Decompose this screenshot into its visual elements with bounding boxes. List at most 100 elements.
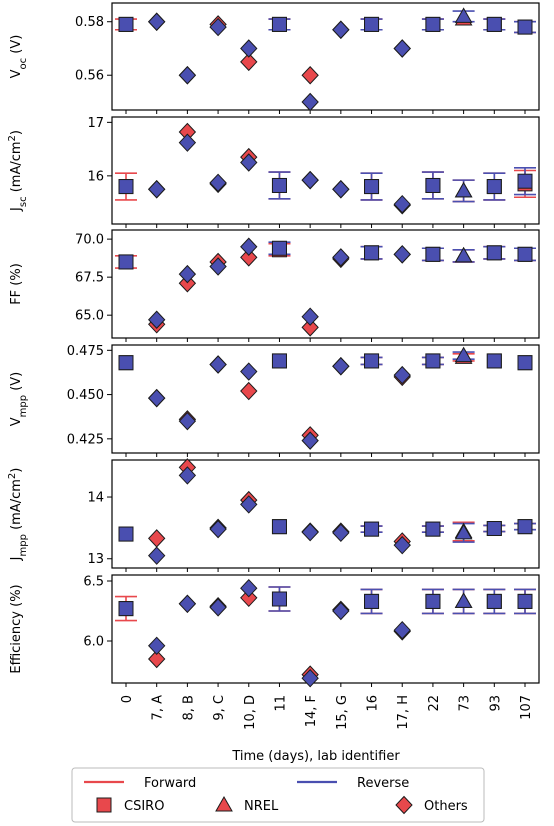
reverse-point [301,307,319,326]
forward-point [240,588,258,608]
x-tick-label: 9, C [212,695,227,721]
y-tick-label: 16 [87,169,104,184]
legend-csiro-label: CSIRO [124,799,164,814]
reverse-point [240,153,258,172]
reverse-point [118,526,134,542]
legend-nrel-marker [215,795,233,812]
reverse-point [148,179,166,199]
reverse-point [454,7,473,23]
reverse-point [209,257,227,276]
legend-nrel-label: NREL [244,799,279,814]
x-tick-label: 17, H [396,695,411,730]
reverse-point [517,519,533,535]
reverse-point [393,39,411,58]
reverse-point [486,353,502,369]
reverse-point [393,245,411,264]
reverse-point [209,17,227,37]
reverse-point [332,248,350,267]
reverse-point [486,16,502,32]
reverse-point [178,466,197,485]
reverse-point [271,240,287,256]
reverse-point [517,355,533,371]
y-tick-label: 0.58 [75,15,104,30]
panel-frame [111,574,540,684]
reverse-point [178,411,197,431]
chart-panels: 0.56 0.58 Voc (V) 16 17 Jsc (mA/cm2) 65.0 67.5 7… [7,2,540,688]
reverse-point [332,179,350,199]
reverse-point [517,173,533,189]
legend-reverse-label: Reverse [357,776,409,791]
x-tick-label: 11 [273,695,288,712]
reverse-point [209,173,227,193]
reverse-point [240,39,258,58]
forward-point [301,65,319,85]
reverse-point [393,194,411,214]
reverse-point [271,353,287,369]
y-axis-label: Voc (V) [9,35,29,79]
y-tick-label: 13 [87,552,104,567]
reverse-point [240,362,258,381]
reverse-point [517,19,533,35]
x-tick-label: 7, A [151,695,166,721]
y-tick-label: 17 [87,116,104,131]
x-tick-label: 8, B [181,695,196,720]
reverse-point [118,16,134,32]
reverse-point [148,636,166,656]
forward-point [240,381,258,401]
reverse-point [364,521,380,537]
x-tick-label: 15, G [335,695,350,730]
reverse-point [271,16,287,32]
forward-point [148,649,166,669]
y-tick-label: 67.5 [75,271,104,286]
x-tick-label: 93 [488,695,503,712]
reverse-point [425,16,441,32]
y-tick-label: 14 [87,491,104,506]
reverse-point [454,523,473,540]
reverse-point [454,181,473,198]
panel-4: 0.425 0.450 0.475 Vmpp (V) [9,344,540,457]
y-tick-label: 0.56 [75,69,104,84]
reverse-point [178,133,197,152]
panel-1: 0.56 0.58 Voc (V) [9,2,540,114]
x-tick-label: 16 [366,695,381,712]
reverse-point [393,535,411,555]
x-tick-label: 107 [519,695,534,720]
x-tick-labels: 0 7, A 8, B 9, C 10, D 11 14, F 15, G 16 17, H 22 7… [120,695,534,730]
x-tick-label: 73 [458,695,473,712]
reverse-point [486,179,502,195]
reverse-point [332,357,350,376]
reverse-point [271,177,287,193]
x-axis-label: Time (days), lab identifier [231,749,400,764]
reverse-point [271,591,287,607]
reverse-point [301,431,319,450]
reverse-point [240,237,258,256]
reverse-point [148,310,166,329]
reverse-point [332,20,350,39]
reverse-point [118,601,134,617]
y-tick-label: 70.0 [75,233,104,248]
panel-3: 65.0 67.5 70.0 FF (%) [9,229,540,342]
reverse-point [301,170,319,190]
reverse-point [393,365,411,385]
reverse-point [364,16,380,32]
reverse-point [332,523,350,543]
y-axis-label: Jmpp (mA/cm2) [7,468,29,562]
reverse-point [425,177,441,193]
y-axis-label: Vmpp (V) [9,372,29,427]
reverse-point [118,355,134,371]
reverse-point [178,594,197,614]
reverse-point [425,593,441,609]
reverse-point [118,179,134,195]
reverse-point [240,578,258,598]
reverse-point [454,592,473,608]
panel-6: 6.0 6.5 Efficiency (%) [9,574,540,688]
reverse-point [393,620,411,640]
x-tick-label: 14, F [304,695,319,727]
y-axis-label: Efficiency (%) [9,584,24,673]
panel-frame [111,2,540,111]
panel-frame [111,344,540,454]
reverse-point [364,353,380,369]
y-axis-label: Jsc (mA/cm2) [7,130,29,212]
reverse-point [332,601,350,621]
